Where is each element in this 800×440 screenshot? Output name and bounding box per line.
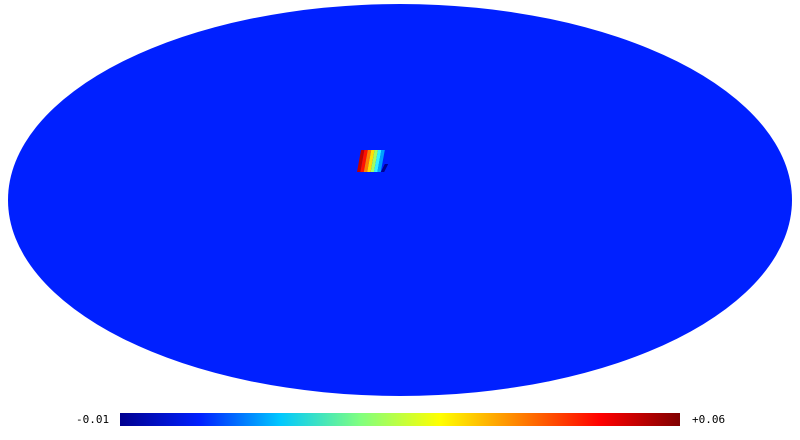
hotspot-region: [357, 150, 389, 172]
hotspot-pixel-column: [374, 150, 382, 172]
hotspot-pixel-column: [363, 150, 372, 172]
hotspot-pixel-column: [357, 150, 365, 172]
colorbar-min-label: -0.01: [76, 413, 110, 426]
hotspot-pixel-column: [370, 150, 378, 172]
sky-projection-ellipse: [8, 4, 792, 396]
hotspot-pixel-column: [367, 150, 375, 172]
colorbar: [120, 413, 680, 426]
hotspot-pixel-column: [377, 150, 385, 172]
colorbar-max-label: +0.06: [692, 413, 726, 426]
hotspot-pixel-column: [380, 164, 389, 172]
hotspot-pixel-column: [360, 150, 368, 172]
